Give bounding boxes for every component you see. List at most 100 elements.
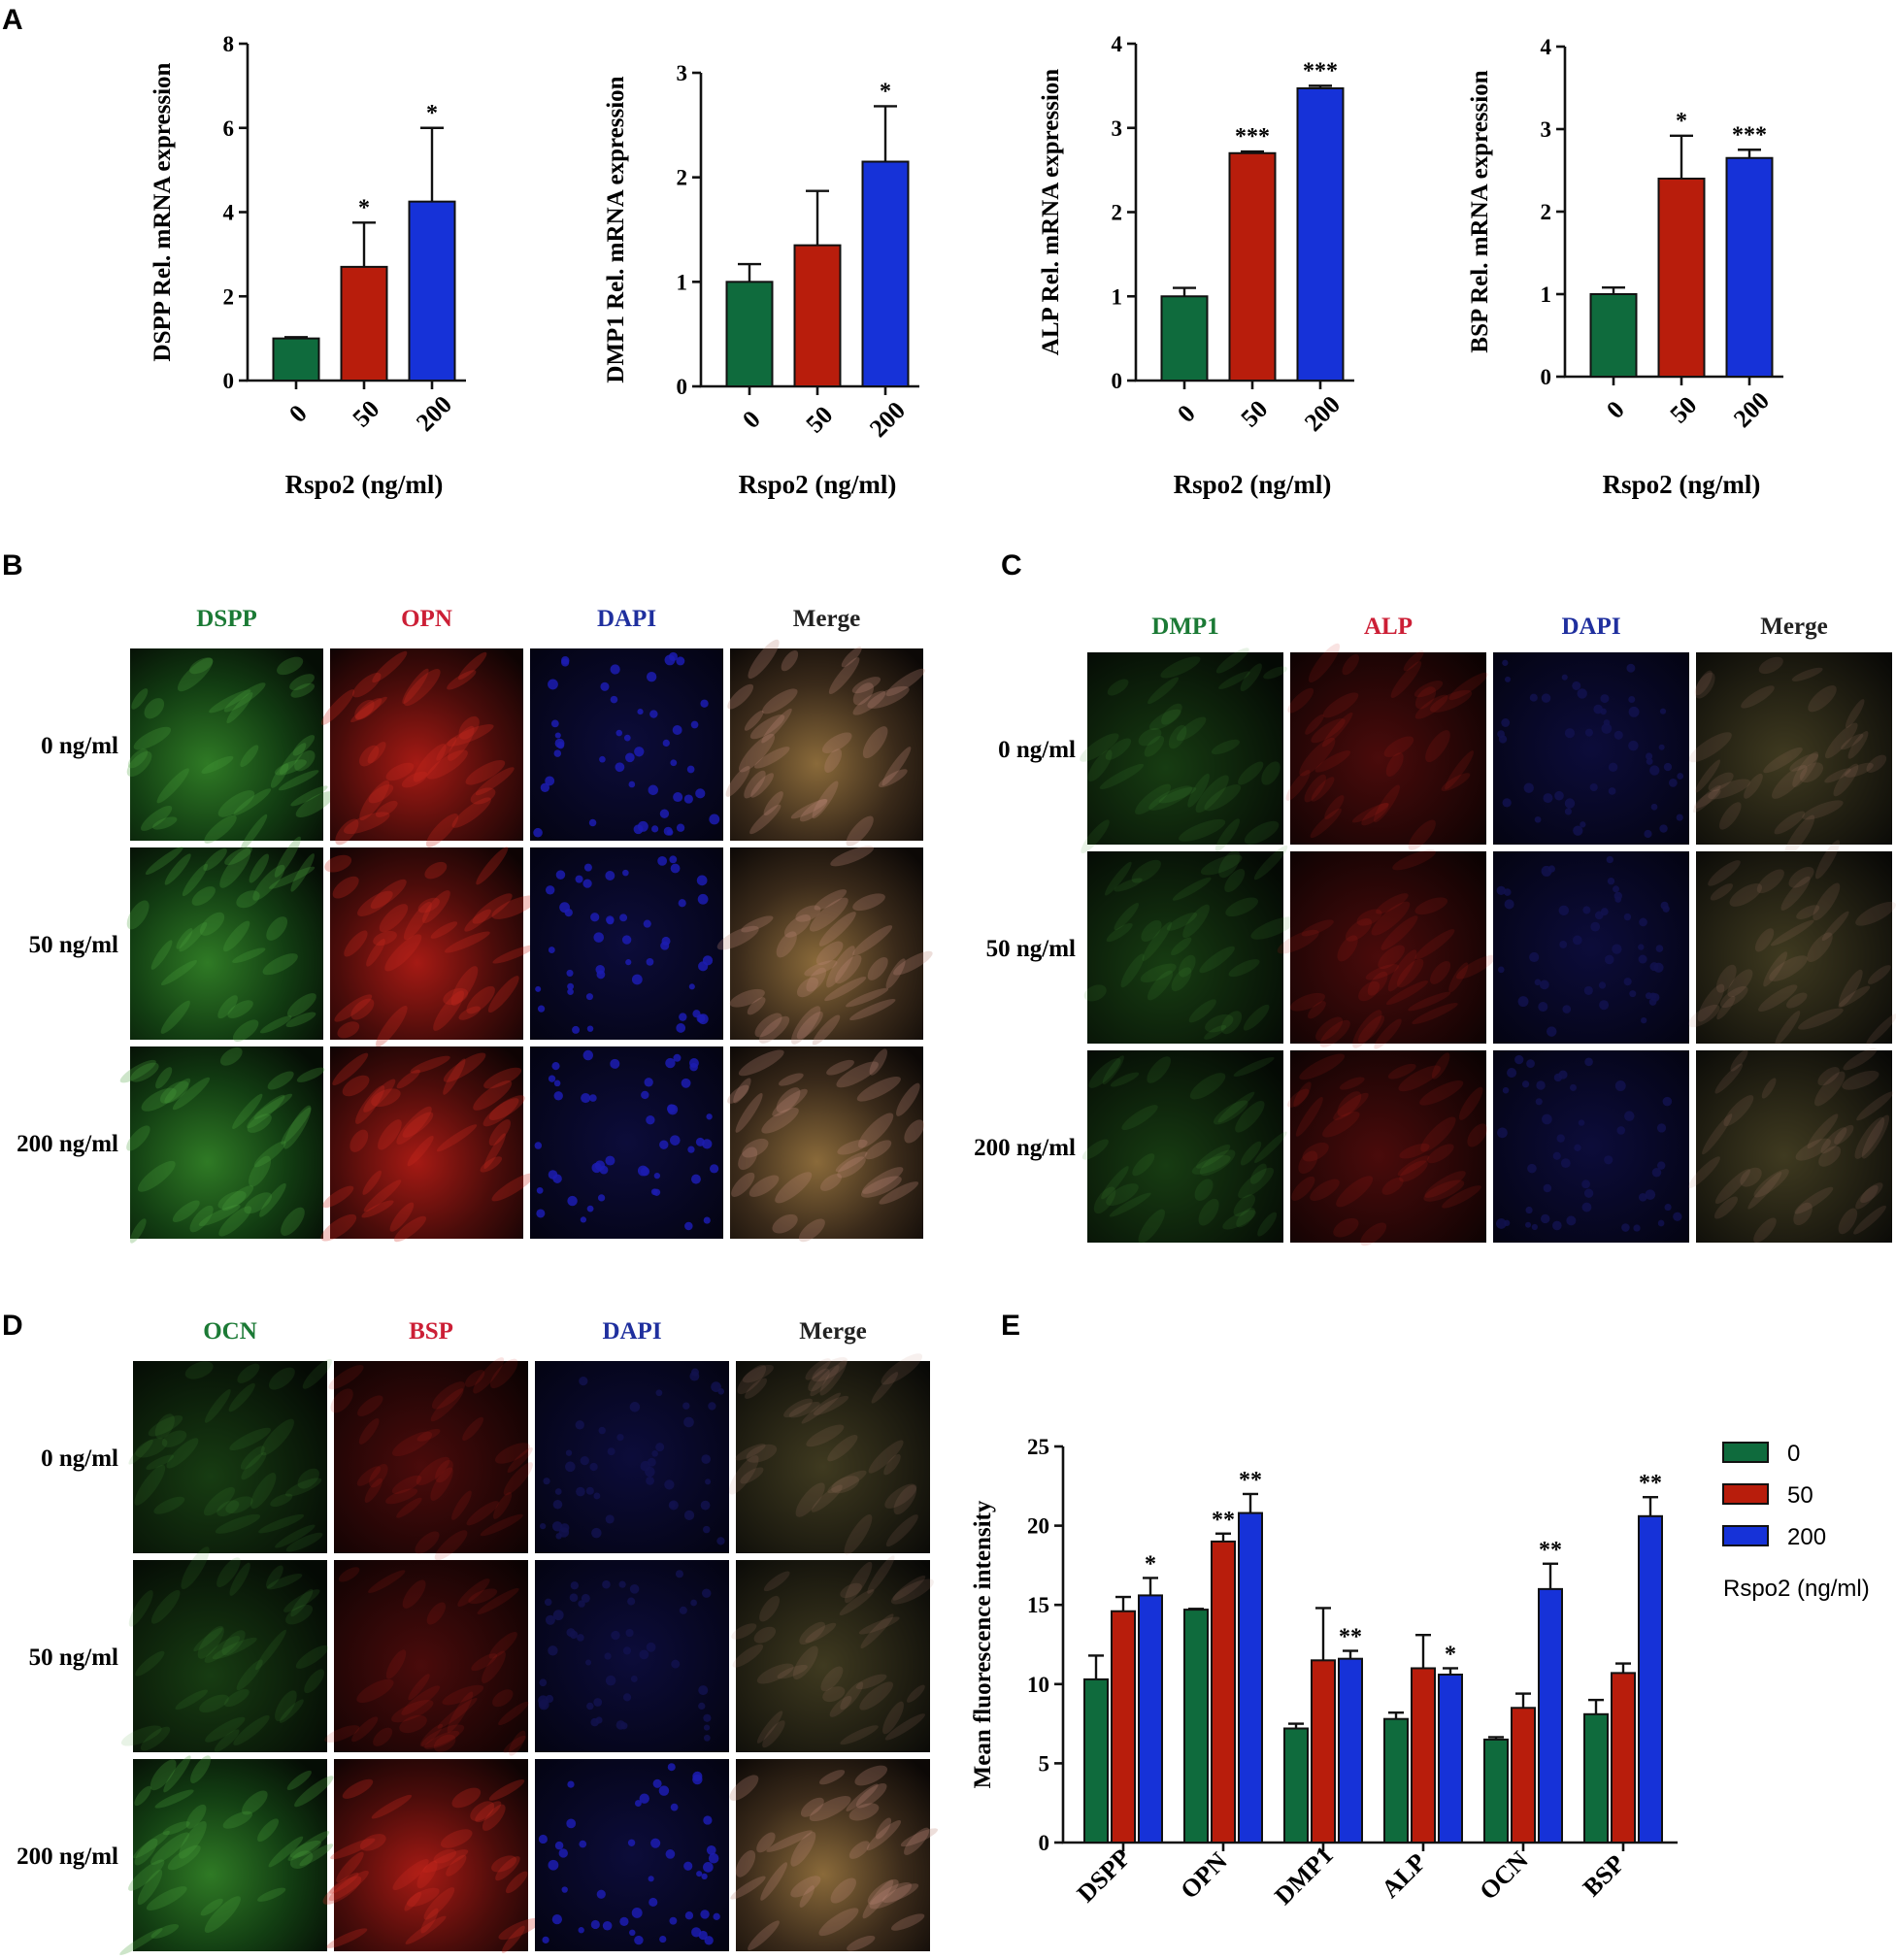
cell-signal bbox=[735, 1849, 756, 1877]
nucleus-spot bbox=[1626, 663, 1636, 673]
cell-signal bbox=[1233, 1194, 1255, 1217]
significance-stars: * bbox=[1145, 1551, 1156, 1577]
nucleus-spot bbox=[1574, 1144, 1581, 1151]
bar-bsp-200 bbox=[1638, 1514, 1663, 1844]
channel-label-dapi: DAPI bbox=[597, 606, 656, 632]
nucleus-spot bbox=[606, 915, 615, 924]
cell-signal bbox=[289, 674, 315, 691]
cell-signal bbox=[857, 1113, 894, 1148]
cell-signal bbox=[1376, 893, 1409, 914]
nucleus-spot bbox=[621, 935, 632, 945]
cell-signal bbox=[129, 1218, 147, 1244]
cell-signal bbox=[1423, 1179, 1465, 1202]
nucleus-spot bbox=[683, 1510, 695, 1520]
cell-signal bbox=[731, 1623, 757, 1640]
cell-signal bbox=[232, 1019, 259, 1043]
row-label: 0 ng/ml bbox=[998, 737, 1076, 763]
cell-signal bbox=[464, 1370, 485, 1387]
cell-signal bbox=[896, 1082, 920, 1116]
nucleus-spot bbox=[698, 1702, 706, 1711]
cell-signal bbox=[415, 1531, 440, 1554]
cell-signal bbox=[1099, 763, 1145, 789]
nucleus-spot bbox=[543, 1478, 550, 1485]
cell-signal bbox=[217, 790, 255, 817]
cell-signal bbox=[266, 1565, 283, 1589]
nucleus-spot bbox=[572, 1025, 581, 1034]
cell-signal bbox=[1228, 959, 1260, 978]
cell-signal bbox=[1080, 733, 1119, 762]
cell-signal bbox=[134, 1785, 151, 1807]
cell-signal bbox=[332, 1052, 369, 1086]
cell-signal bbox=[1198, 1198, 1219, 1226]
cell-signal bbox=[1293, 1081, 1312, 1108]
micrograph-merge bbox=[1687, 840, 1896, 1046]
y-tick-label: 1 bbox=[1112, 284, 1123, 309]
cell-signal bbox=[320, 689, 355, 725]
micrograph-image bbox=[736, 1560, 930, 1752]
cell-signal bbox=[450, 966, 479, 1007]
cell-signal bbox=[480, 1156, 503, 1173]
nucleus-spot bbox=[704, 1936, 714, 1945]
x-axis-label: Rspo2 (ng/ml) bbox=[1603, 470, 1761, 499]
cell-signal bbox=[904, 1119, 924, 1144]
cell-signal bbox=[1213, 1100, 1248, 1125]
cell-signal bbox=[867, 685, 910, 709]
cell-signal bbox=[351, 1716, 379, 1743]
cell-signal bbox=[792, 1645, 818, 1680]
nucleus-spot bbox=[1659, 708, 1667, 714]
cell-signal bbox=[145, 847, 183, 875]
nucleus-spot bbox=[716, 1537, 725, 1545]
cell-signal bbox=[1695, 670, 1713, 696]
bar-alp-50 bbox=[1411, 1667, 1436, 1844]
cell-signal bbox=[830, 846, 875, 867]
nucleus-spot bbox=[648, 784, 659, 796]
cell-signal bbox=[443, 1052, 486, 1082]
x-tick-label: 0 bbox=[1172, 399, 1201, 428]
cell-signal bbox=[134, 1838, 158, 1866]
cell-signal bbox=[1304, 774, 1326, 803]
nucleus-spot bbox=[604, 1652, 612, 1660]
nucleus-spot bbox=[1623, 913, 1632, 921]
cell-signal bbox=[1140, 963, 1177, 982]
nucleus-spot bbox=[1645, 1189, 1656, 1200]
cell-signal bbox=[778, 1073, 804, 1086]
cell-signal bbox=[1445, 750, 1475, 790]
y-tick-label: 6 bbox=[223, 116, 235, 141]
cell-signal bbox=[1813, 882, 1841, 921]
nucleus-spot bbox=[569, 1593, 579, 1603]
cell-signal bbox=[488, 1779, 525, 1801]
cell-signal bbox=[761, 708, 792, 744]
nucleus-spot bbox=[548, 947, 555, 953]
cell-signal bbox=[1299, 737, 1336, 777]
cell-signal bbox=[812, 1356, 848, 1382]
cell-signal bbox=[805, 1622, 837, 1644]
nucleus-spot bbox=[673, 791, 683, 803]
cell-signal bbox=[1319, 1019, 1350, 1047]
cell-signal bbox=[1729, 883, 1763, 907]
cell-signal bbox=[805, 1358, 831, 1380]
cell-signal bbox=[1336, 1176, 1374, 1208]
bar-dmp1-50 bbox=[1311, 1659, 1336, 1844]
nucleus-spot bbox=[551, 1521, 563, 1532]
nucleus-spot bbox=[637, 709, 644, 715]
cell-signal bbox=[856, 1077, 901, 1102]
cell-signal bbox=[812, 1014, 841, 1046]
nucleus-spot bbox=[581, 1092, 591, 1104]
cell-signal bbox=[1106, 922, 1133, 943]
bar-ocn-200 bbox=[1538, 1587, 1563, 1844]
y-tick-label: 15 bbox=[1027, 1593, 1049, 1617]
cell-signal bbox=[740, 1467, 764, 1484]
nucleus-spot bbox=[689, 1371, 700, 1381]
cell-signal bbox=[748, 1920, 780, 1951]
cell-signal bbox=[448, 725, 475, 761]
cell-signal bbox=[156, 768, 189, 804]
nucleus-spot bbox=[1653, 962, 1664, 973]
cell-signal bbox=[503, 1735, 526, 1753]
cell-signal bbox=[1374, 1018, 1402, 1049]
bar-dmp1-200 bbox=[1338, 1657, 1363, 1844]
cell-signal bbox=[335, 818, 359, 846]
nucleus-spot bbox=[1553, 1073, 1563, 1082]
cell-signal bbox=[860, 1176, 902, 1198]
cell-signal bbox=[1774, 811, 1806, 835]
nucleus-spot bbox=[1664, 1203, 1672, 1212]
